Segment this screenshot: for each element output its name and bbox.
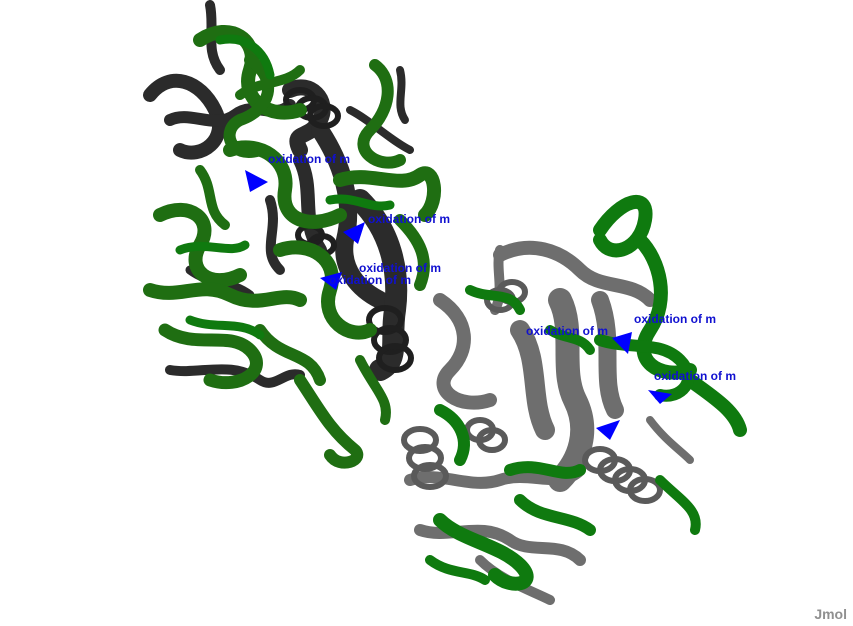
jmol-watermark: Jmol bbox=[814, 606, 847, 622]
site-markers-upper-left bbox=[245, 170, 365, 290]
site-label: oxidation of m bbox=[654, 369, 736, 383]
site-markers-lower-right bbox=[596, 332, 672, 440]
site-label: oxidation of m bbox=[359, 261, 441, 275]
site-labels: oxidation of m oxidation of m oxidation … bbox=[268, 152, 736, 383]
protein-chain-lower-right bbox=[401, 194, 747, 605]
site-label: oxidation of m bbox=[634, 312, 716, 326]
site-label: oxidation of m bbox=[526, 324, 608, 338]
site-label: oxidation of m bbox=[329, 273, 411, 287]
site-label: oxidation of m bbox=[268, 152, 350, 166]
protein-chain-upper-left bbox=[143, 0, 442, 469]
site-label: oxidation of m bbox=[368, 212, 450, 226]
